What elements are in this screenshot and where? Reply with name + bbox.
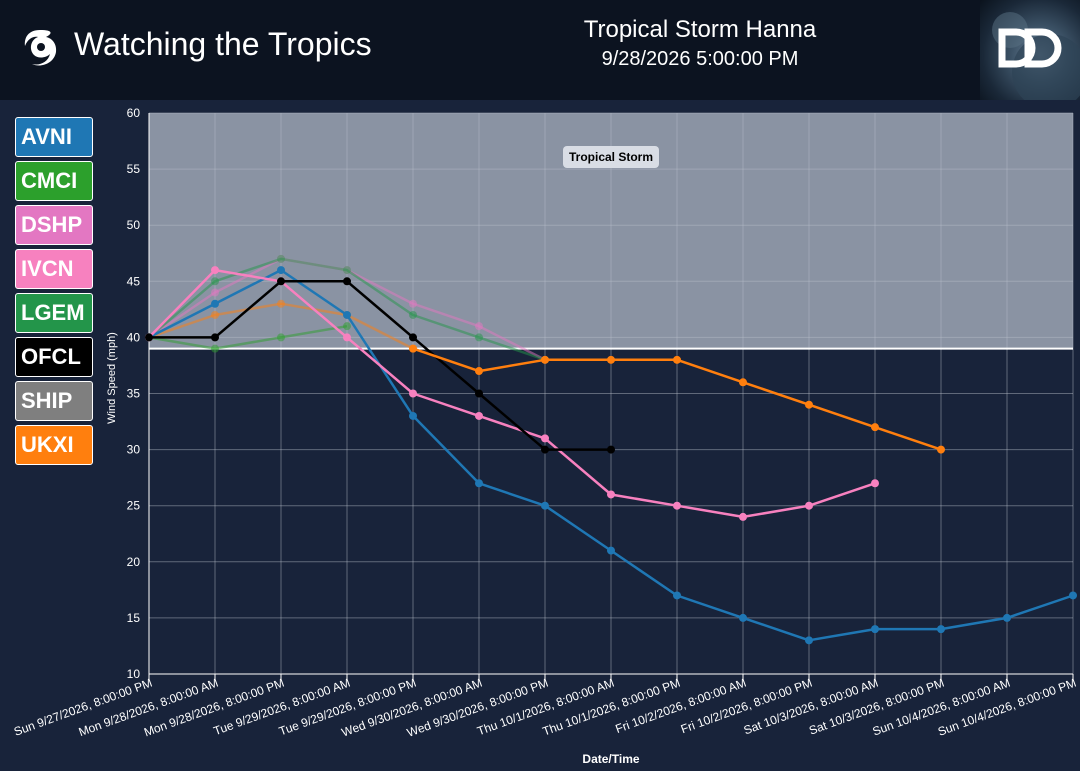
series-line-ivcn <box>148 268 876 519</box>
data-point-ukxi <box>277 299 285 308</box>
data-point-ivcn <box>475 411 483 420</box>
band-label: Tropical Storm <box>569 150 653 164</box>
data-point-ivcn <box>541 434 549 443</box>
data-point-ukxi <box>541 355 549 364</box>
data-point-ivcn <box>409 389 417 398</box>
data-point-ofcl <box>343 277 351 286</box>
data-point-ukxi <box>673 355 681 364</box>
y-tick-label: 20 <box>127 555 141 569</box>
data-point-avni <box>1003 613 1011 622</box>
data-point-ofcl <box>145 333 153 342</box>
data-point-ukxi <box>211 310 219 319</box>
data-point-avni <box>937 625 945 634</box>
data-point-ivcn <box>607 490 615 499</box>
data-point-avni <box>211 299 219 308</box>
band-label-background <box>563 146 659 168</box>
data-point-ofcl <box>211 333 219 342</box>
legend-button-ivcn[interactable]: IVCN <box>15 249 93 289</box>
series-line-cmci <box>148 324 348 350</box>
y-tick-label: 55 <box>127 162 141 176</box>
data-point-avni <box>343 310 351 319</box>
y-tick-label: 50 <box>127 218 141 232</box>
data-point-avni <box>277 266 285 275</box>
data-point-avni <box>805 636 813 645</box>
legend-button-ship[interactable]: SHIP <box>15 381 93 421</box>
y-tick-label: 35 <box>127 387 141 401</box>
y-tick-label: 15 <box>127 611 141 625</box>
data-point-ivcn <box>343 333 351 342</box>
legend-button-ukxi[interactable]: UKXI <box>15 425 93 465</box>
data-point-ivcn <box>739 512 747 521</box>
data-point-ukxi <box>607 355 615 364</box>
data-point-avni <box>607 546 615 555</box>
data-point-ofcl <box>607 445 615 454</box>
data-point-lgem <box>409 310 417 319</box>
data-point-avni <box>871 625 879 634</box>
app-title: Watching the Tropics <box>74 26 372 62</box>
data-point-ivcn <box>673 501 681 510</box>
data-point-cmci <box>277 333 285 342</box>
dd-globe-logo <box>980 0 1080 100</box>
data-point-cmci <box>211 344 219 353</box>
legend-button-cmci[interactable]: CMCI <box>15 161 93 201</box>
y-tick-label: 25 <box>127 499 141 513</box>
data-point-ivcn <box>871 479 879 488</box>
data-point-ivcn <box>805 501 813 510</box>
y-tick-label: 10 <box>127 667 141 681</box>
data-point-ofcl <box>541 445 549 454</box>
data-point-lgem <box>211 277 219 286</box>
data-point-ukxi <box>937 445 945 454</box>
data-point-avni <box>541 501 549 510</box>
data-point-ukxi <box>739 378 747 387</box>
data-point-avni <box>739 613 747 622</box>
data-point-dshp <box>409 299 417 308</box>
data-point-avni <box>673 591 681 600</box>
data-point-dshp <box>475 322 483 331</box>
y-tick-label: 30 <box>127 443 141 457</box>
forecast-timestamp: 9/28/2026 5:00:00 PM <box>601 48 799 70</box>
x-axis-title: Date/Time <box>582 752 639 766</box>
data-point-lgem <box>277 254 285 263</box>
header-bar: Watching the Tropics Tropical Storm Hann… <box>0 0 1080 100</box>
legend-button-dshp[interactable]: DSHP <box>15 205 93 245</box>
model-legend: AVNI CMCI DSHP IVCN LGEM OFCL SHIP UKXI <box>15 117 93 469</box>
hurricane-icon <box>24 30 57 66</box>
data-point-ukxi <box>409 344 417 353</box>
data-point-ofcl <box>475 389 483 398</box>
data-point-ofcl <box>409 333 417 342</box>
data-point-ukxi <box>871 423 879 432</box>
series-line-ofcl <box>149 280 611 451</box>
data-point-avni <box>1069 591 1077 600</box>
data-point-avni <box>409 411 417 420</box>
y-axis-title: Wind Speed (mph) <box>106 332 118 424</box>
data-point-lgem <box>343 266 351 275</box>
y-tick-label: 45 <box>127 274 141 288</box>
data-point-lgem <box>475 333 483 342</box>
legend-button-lgem[interactable]: LGEM <box>15 293 93 333</box>
data-point-ukxi <box>805 400 813 409</box>
y-tick-label: 60 <box>127 106 141 120</box>
data-point-cmci <box>343 322 351 331</box>
data-point-ivcn <box>211 266 219 275</box>
data-point-dshp <box>211 288 219 297</box>
data-point-ofcl <box>277 277 285 286</box>
legend-button-avni[interactable]: AVNI <box>15 117 93 157</box>
storm-name: Tropical Storm Hanna <box>583 16 817 43</box>
legend-button-ofcl[interactable]: OFCL <box>15 337 93 377</box>
data-point-ukxi <box>475 367 483 376</box>
y-tick-label: 40 <box>127 330 141 344</box>
data-point-avni <box>475 479 483 488</box>
